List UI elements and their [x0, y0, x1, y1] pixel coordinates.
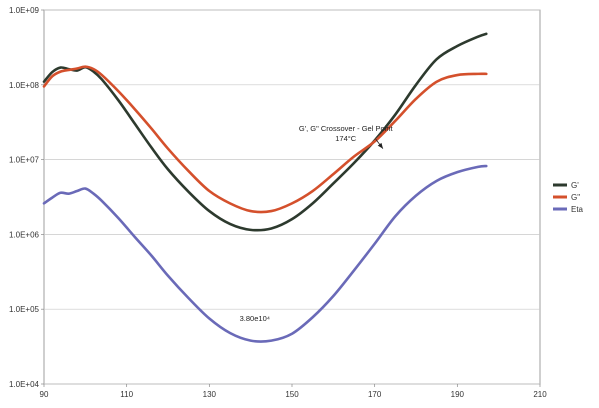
legend-label: G": [571, 193, 580, 202]
legend-label: G': [571, 181, 579, 190]
y-axis-ticks: 1.0E+04 1.0E+05 1.0E+06 1.0E+07 1.0E+08 1.0E+…: [9, 6, 44, 389]
series-line-eta: [42, 164, 488, 343]
series-lines: [42, 32, 488, 343]
x-tick-label: 90: [40, 390, 49, 399]
series-line-g2: [42, 65, 488, 214]
crossover-annotation-line: 174°C: [335, 134, 357, 143]
x-tick-label: 170: [368, 390, 382, 399]
minimum-annotation: 3.80e10⁴: [240, 314, 270, 323]
y-tick-label: 1.0E+08: [9, 81, 40, 90]
x-tick-label: 190: [451, 390, 465, 399]
crossover-annotation-line: G', G" Crossover - Gel Point: [299, 124, 394, 133]
x-axis-ticks: 90 110 130 150 170 190 210: [40, 384, 547, 399]
y-tick-label: 1.0E+09: [9, 6, 40, 15]
y-tick-label: 1.0E+06: [9, 230, 40, 239]
legend: G' G" Eta: [553, 181, 584, 214]
y-tick-label: 1.0E+05: [9, 305, 40, 314]
x-tick-label: 110: [120, 390, 133, 399]
y-tick-label: 1.0E+07: [9, 156, 40, 165]
plot-area: [43, 9, 541, 385]
legend-label: Eta: [571, 205, 584, 214]
x-tick-label: 130: [203, 390, 217, 399]
y-tick-label: 1.0E+04: [9, 380, 40, 389]
x-tick-label: 210: [533, 390, 547, 399]
x-tick-label: 150: [285, 390, 299, 399]
annotation-arrowhead: [377, 142, 383, 149]
